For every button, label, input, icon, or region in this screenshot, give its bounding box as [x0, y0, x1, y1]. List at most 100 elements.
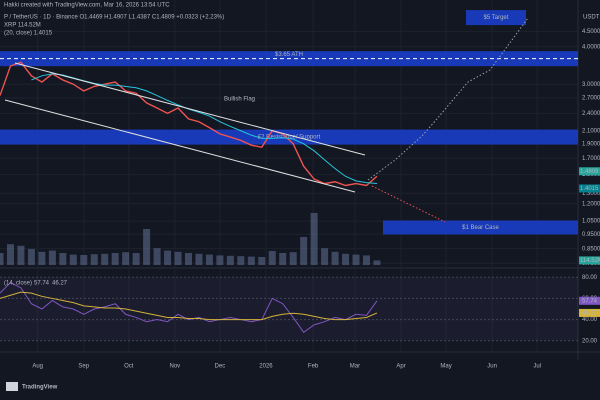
annotation-label: £2 Resistance/ Support: [258, 135, 321, 141]
flag-upper: [14, 62, 366, 156]
x-tick-label: 2026: [259, 364, 273, 370]
rsi-value-label: 46.27: [582, 311, 598, 317]
volume-bar: [216, 255, 224, 265]
rsi-badge: [579, 308, 600, 317]
volume-bar: [111, 253, 119, 265]
volume-bar: [184, 253, 192, 265]
y-tick-label: 0.9500: [582, 232, 600, 238]
volume-bar: [237, 256, 245, 265]
volume-bar: [258, 257, 266, 265]
annotation-zone: [466, 10, 526, 26]
x-tick-label: Aug: [32, 364, 43, 370]
volume-bar: [153, 248, 161, 265]
volume-bar: [205, 254, 213, 265]
rsi-badge: [579, 296, 600, 305]
volume-bar: [174, 251, 182, 265]
y-tick-label: 2.1000: [582, 128, 600, 134]
y-tick-label: 4.5000: [582, 29, 600, 35]
volume-bar: [300, 237, 308, 265]
x-tick-label: May: [440, 364, 451, 370]
price-badge: [579, 167, 600, 176]
rsi-header-value: 46.27: [52, 281, 68, 287]
rsi-tick-label: 80.00: [582, 275, 598, 281]
plot: 4.5000 4.0000 3.0000 2.7000 2.4000 2.1000 1.90…: [0, 0, 600, 370]
y-tick-label: 0.8500: [582, 246, 600, 252]
pattern-label: Bullish Flag: [224, 97, 255, 103]
volume-label: 114.52M: [580, 258, 600, 264]
x-tick-label: Sep: [78, 364, 89, 370]
footer: [0, 375, 600, 400]
x-tick-label: Dec: [215, 364, 226, 370]
volume-bar: [331, 251, 339, 265]
volume-badge: [579, 256, 600, 265]
annotation-zone: [0, 129, 578, 145]
y-tick-label: 1.9000: [582, 141, 600, 147]
volume-bar: [59, 253, 67, 265]
y-tick-label: 3.0000: [582, 82, 600, 88]
rsi-band: [0, 277, 578, 341]
volume-bar: [342, 253, 350, 265]
y-tick-label: 1.2000: [582, 201, 600, 207]
volume-bar: [0, 253, 4, 265]
x-tick-label: Mar: [350, 364, 360, 370]
flag-lower: [4, 99, 356, 193]
rsi-line: [0, 291, 378, 321]
bear-projection: [371, 185, 446, 223]
rsi-tick-label: 20.00: [582, 338, 598, 344]
volume-bar: [17, 245, 25, 265]
volume-bar: [69, 254, 77, 265]
annotation-label: $3.65 ATH: [275, 52, 303, 58]
rsi-value-label: 57.74: [582, 298, 598, 304]
volume-bar: [90, 254, 98, 265]
header-line: P / TetherUS · 1D · Binance O1.4469 H1.4…: [4, 15, 224, 21]
volume-bar: [38, 251, 46, 265]
y-tick-label: 2.4000: [582, 111, 600, 117]
price-badge: [579, 184, 600, 193]
volume-bar: [48, 250, 56, 265]
rsi-title: (14, close): [4, 281, 32, 287]
y-tick-label: 1.3000: [582, 191, 600, 197]
x-tick-label: Jun: [487, 364, 497, 370]
header-line: Hakki created with TradingView.com, Mar …: [4, 3, 170, 9]
y-tick-label: 1.0500: [582, 219, 600, 225]
annotation-label: $5 Target: [484, 15, 509, 21]
volume-bar: [373, 260, 381, 265]
volume-bar: [321, 248, 329, 265]
volume-bar: [195, 253, 203, 265]
rsi-tick-label: 40.00: [582, 317, 598, 323]
volume-bar: [310, 213, 318, 265]
annotation-label: $1 Bear Case: [462, 225, 499, 231]
price-label: 1.4015: [580, 186, 599, 192]
volume-bar: [27, 249, 35, 265]
y-tick-label: 1.7000: [582, 156, 600, 162]
x-tick-label: Nov: [170, 364, 181, 370]
header-line: (20, close) 1.4015: [4, 31, 53, 37]
brand: TradingView: [6, 382, 58, 391]
volume-bar: [352, 254, 360, 265]
volume-bar: [279, 253, 287, 265]
brand-name: TradingView: [22, 385, 58, 391]
price-line: [0, 61, 378, 187]
volume-bar: [132, 253, 140, 265]
y-tick-label: 4.0000: [582, 44, 600, 50]
price-label: 1.4809: [580, 169, 599, 175]
volume-bar: [164, 250, 172, 265]
volume-bar: [289, 252, 297, 265]
x-tick-label: Jul: [533, 364, 541, 370]
volume-bar: [6, 244, 14, 265]
rsi-header-value: 57.74: [34, 281, 50, 287]
bull-projection: [367, 17, 529, 181]
volume-bar: [268, 251, 276, 265]
y-tick-label: 2.7000: [582, 96, 600, 102]
brand-logo: [6, 382, 18, 391]
header-line: XRP 114.52M: [4, 23, 41, 29]
rsi-line: [0, 281, 378, 333]
volume-bar: [362, 255, 370, 265]
volume-bar: [247, 256, 255, 265]
volume-bar: [80, 255, 88, 265]
volume-bar: [226, 255, 234, 265]
x-tick-label: Oct: [124, 364, 134, 370]
x-tick-label: Apr: [396, 364, 405, 370]
